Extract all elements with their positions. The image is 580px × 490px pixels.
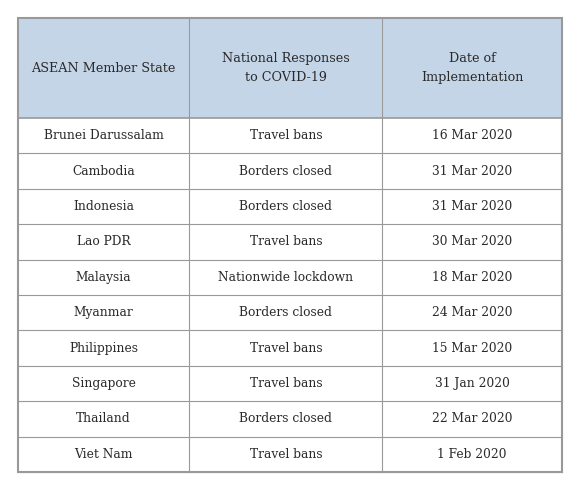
Text: ASEAN Member State: ASEAN Member State: [31, 62, 176, 74]
Polygon shape: [18, 295, 562, 330]
Text: Thailand: Thailand: [77, 413, 131, 425]
Text: Nationwide lockdown: Nationwide lockdown: [218, 271, 353, 284]
Polygon shape: [18, 401, 562, 437]
Text: Travel bans: Travel bans: [249, 235, 322, 248]
Polygon shape: [18, 330, 562, 366]
Polygon shape: [18, 437, 562, 472]
Text: Borders closed: Borders closed: [240, 165, 332, 177]
Text: National Responses
to COVID-19: National Responses to COVID-19: [222, 52, 350, 84]
Text: Brunei Darussalam: Brunei Darussalam: [44, 129, 164, 142]
Text: 31 Jan 2020: 31 Jan 2020: [435, 377, 510, 390]
Text: Malaysia: Malaysia: [76, 271, 132, 284]
Text: Travel bans: Travel bans: [249, 377, 322, 390]
Text: Borders closed: Borders closed: [240, 306, 332, 319]
Text: 18 Mar 2020: 18 Mar 2020: [432, 271, 512, 284]
Text: Travel bans: Travel bans: [249, 448, 322, 461]
Text: Philippines: Philippines: [69, 342, 138, 355]
Text: Singapore: Singapore: [72, 377, 136, 390]
Polygon shape: [18, 153, 562, 189]
Text: 31 Mar 2020: 31 Mar 2020: [432, 200, 512, 213]
Text: Indonesia: Indonesia: [73, 200, 134, 213]
Polygon shape: [18, 118, 562, 153]
Text: 30 Mar 2020: 30 Mar 2020: [432, 235, 512, 248]
Text: 24 Mar 2020: 24 Mar 2020: [432, 306, 513, 319]
Text: Cambodia: Cambodia: [72, 165, 135, 177]
Text: Travel bans: Travel bans: [249, 342, 322, 355]
Text: 31 Mar 2020: 31 Mar 2020: [432, 165, 512, 177]
Text: Date of
Implementation: Date of Implementation: [421, 52, 523, 84]
Text: 15 Mar 2020: 15 Mar 2020: [432, 342, 512, 355]
Text: Travel bans: Travel bans: [249, 129, 322, 142]
Polygon shape: [18, 366, 562, 401]
Polygon shape: [18, 18, 562, 118]
Polygon shape: [18, 224, 562, 260]
Text: Borders closed: Borders closed: [240, 200, 332, 213]
Text: Borders closed: Borders closed: [240, 413, 332, 425]
Text: 16 Mar 2020: 16 Mar 2020: [432, 129, 512, 142]
Text: 1 Feb 2020: 1 Feb 2020: [437, 448, 507, 461]
Polygon shape: [18, 260, 562, 295]
Polygon shape: [18, 189, 562, 224]
Text: Viet Nam: Viet Nam: [74, 448, 133, 461]
Text: Lao PDR: Lao PDR: [77, 235, 130, 248]
Text: 22 Mar 2020: 22 Mar 2020: [432, 413, 513, 425]
Text: Myanmar: Myanmar: [74, 306, 133, 319]
